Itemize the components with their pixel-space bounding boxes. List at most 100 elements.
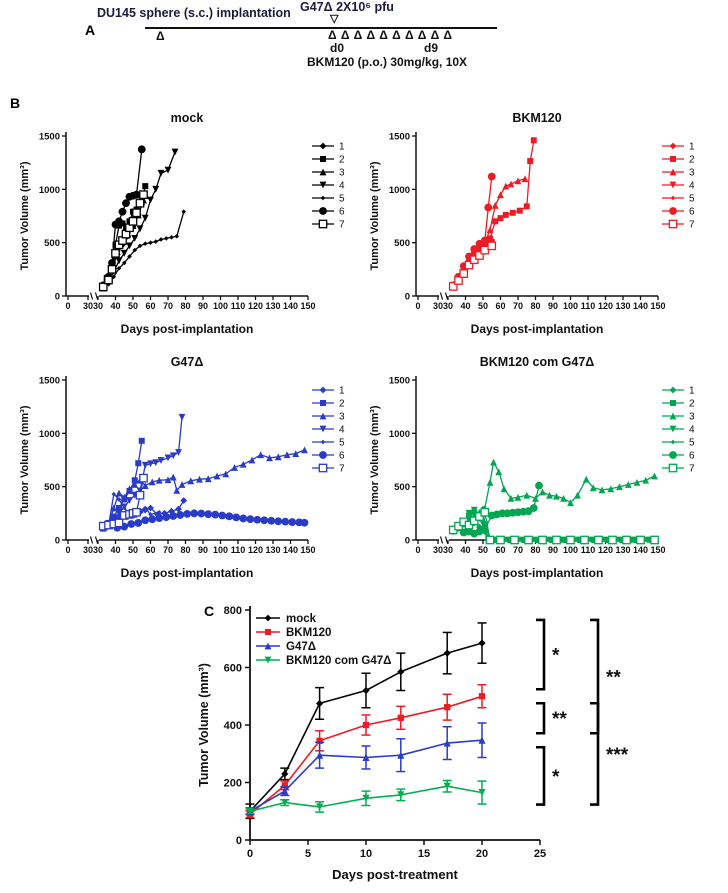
svg-text:30: 30 — [93, 545, 103, 555]
panel-b-label: B — [10, 95, 21, 111]
svg-text:30: 30 — [83, 301, 93, 311]
svg-text:***: *** — [606, 745, 629, 766]
svg-text:110: 110 — [581, 545, 596, 555]
svg-text:1: 1 — [339, 386, 345, 397]
svg-text:1: 1 — [339, 142, 345, 153]
svg-text:mock: mock — [171, 111, 204, 125]
svg-text:0: 0 — [236, 835, 242, 847]
svg-text:G47Δ: G47Δ — [171, 355, 204, 369]
svg-text:70: 70 — [163, 545, 173, 555]
svg-text:90: 90 — [198, 545, 208, 555]
svg-text:1: 1 — [689, 142, 695, 153]
svg-text:120: 120 — [248, 301, 263, 311]
svg-text:90: 90 — [198, 301, 208, 311]
svg-text:70: 70 — [163, 301, 173, 311]
dose-markers-icon: ΔΔΔΔΔΔΔΔΔΔ — [328, 28, 457, 42]
svg-text:80: 80 — [530, 301, 540, 311]
svg-text:5: 5 — [689, 438, 695, 449]
svg-text:mock: mock — [286, 613, 317, 625]
implant-marker-icon: Δ — [156, 29, 165, 43]
svg-text:Tumor Volume (mm³): Tumor Volume (mm³) — [19, 405, 31, 514]
svg-text:1000: 1000 — [39, 429, 60, 440]
svg-text:G47Δ: G47Δ — [286, 641, 316, 653]
svg-text:1000: 1000 — [389, 185, 410, 196]
svg-text:40: 40 — [110, 301, 120, 311]
svg-text:1000: 1000 — [389, 429, 410, 440]
svg-text:400: 400 — [224, 720, 242, 732]
d9-label: d9 — [424, 41, 439, 55]
svg-text:1: 1 — [689, 386, 695, 397]
svg-text:30: 30 — [433, 545, 443, 555]
svg-text:**: ** — [606, 668, 621, 689]
svg-text:Days post-implantation: Days post-implantation — [471, 566, 604, 580]
svg-text:50: 50 — [478, 545, 488, 555]
svg-text:Days post-implantation: Days post-implantation — [121, 322, 254, 336]
svg-text:2: 2 — [339, 399, 345, 410]
svg-text:500: 500 — [394, 482, 410, 493]
svg-text:Days post-treatment: Days post-treatment — [332, 867, 458, 882]
svg-text:5: 5 — [305, 848, 311, 860]
panel-a-label: A — [85, 22, 96, 38]
svg-text:Tumor Volume (mm³): Tumor Volume (mm³) — [19, 161, 31, 270]
svg-text:**: ** — [552, 709, 567, 730]
svg-text:Days post-implantation: Days post-implantation — [471, 322, 604, 336]
svg-text:30: 30 — [443, 545, 453, 555]
svg-text:25: 25 — [534, 848, 546, 860]
svg-text:140: 140 — [633, 545, 648, 555]
svg-text:90: 90 — [548, 301, 558, 311]
svg-text:0: 0 — [405, 536, 410, 547]
svg-text:6: 6 — [339, 207, 345, 218]
svg-text:BKM120: BKM120 — [512, 111, 561, 125]
svg-text:1500: 1500 — [39, 132, 60, 143]
svg-text:4: 4 — [689, 181, 695, 192]
svg-text:0: 0 — [247, 848, 253, 860]
svg-text:7: 7 — [339, 220, 345, 231]
svg-text:40: 40 — [460, 301, 470, 311]
svg-text:6: 6 — [689, 451, 695, 462]
svg-text:70: 70 — [513, 301, 523, 311]
svg-text:600: 600 — [224, 663, 242, 675]
svg-text:6: 6 — [689, 207, 695, 218]
svg-text:0: 0 — [415, 301, 420, 311]
svg-text:500: 500 — [44, 238, 60, 249]
svg-text:1000: 1000 — [39, 185, 60, 196]
svg-text:5: 5 — [339, 194, 345, 205]
svg-text:140: 140 — [633, 301, 648, 311]
svg-text:Days post-implantation: Days post-implantation — [121, 566, 254, 580]
svg-text:3: 3 — [689, 412, 695, 423]
svg-text:140: 140 — [283, 545, 298, 555]
svg-text:3: 3 — [339, 412, 345, 423]
svg-text:40: 40 — [110, 545, 120, 555]
svg-text:*: * — [552, 646, 560, 667]
svg-text:500: 500 — [44, 482, 60, 493]
svg-text:110: 110 — [231, 545, 246, 555]
svg-text:80: 80 — [180, 545, 190, 555]
svg-text:50: 50 — [478, 301, 488, 311]
svg-text:0: 0 — [65, 545, 70, 555]
svg-text:3: 3 — [689, 168, 695, 179]
svg-text:BKM120 com G47Δ: BKM120 com G47Δ — [480, 355, 595, 369]
svg-text:60: 60 — [495, 301, 505, 311]
svg-text:4: 4 — [339, 425, 345, 436]
panel-c-label: C — [204, 603, 215, 619]
svg-text:90: 90 — [548, 545, 558, 555]
svg-text:80: 80 — [180, 301, 190, 311]
svg-text:130: 130 — [615, 545, 630, 555]
svg-text:Tumor Volume (mm³): Tumor Volume (mm³) — [197, 663, 211, 787]
svg-text:110: 110 — [581, 301, 596, 311]
svg-text:110: 110 — [231, 301, 246, 311]
svg-text:BKM120: BKM120 — [286, 627, 331, 639]
svg-text:3: 3 — [339, 168, 345, 179]
svg-text:140: 140 — [283, 301, 298, 311]
svg-text:100: 100 — [213, 545, 228, 555]
svg-text:100: 100 — [213, 301, 228, 311]
svg-text:500: 500 — [394, 238, 410, 249]
d0-label: d0 — [330, 41, 345, 55]
svg-text:*: * — [552, 767, 560, 788]
svg-text:130: 130 — [265, 301, 280, 311]
svg-text:0: 0 — [65, 301, 70, 311]
